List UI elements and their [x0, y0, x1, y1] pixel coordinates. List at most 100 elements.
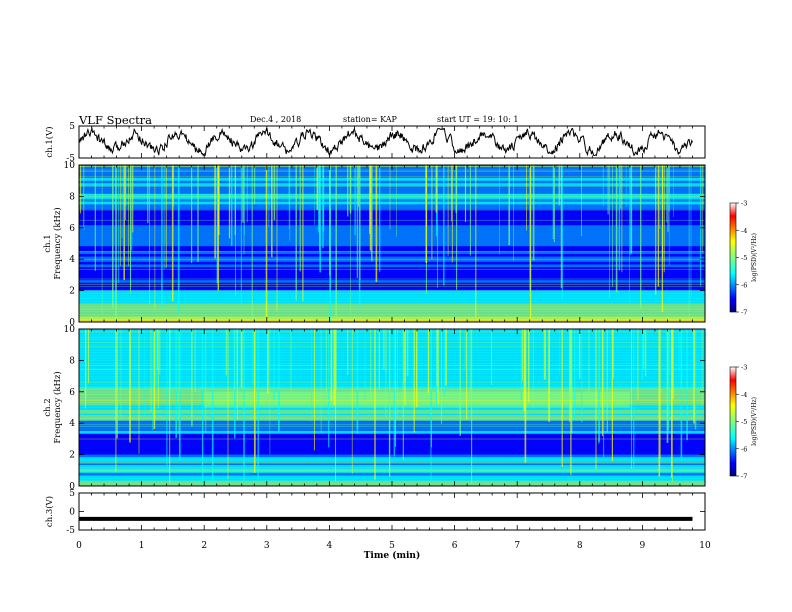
frequency-band [79, 378, 705, 382]
frequency-band [79, 204, 705, 208]
ch2-spec-tick-label: 6 [69, 388, 75, 398]
frequency-band [79, 431, 705, 435]
frequency-band [79, 339, 705, 343]
frequency-band [79, 420, 705, 424]
frequency-band [79, 472, 705, 476]
ch2-spec-tick-label: 2 [69, 451, 75, 461]
frequency-band [79, 441, 705, 445]
frequency-band [79, 436, 705, 440]
frequency-band [79, 410, 705, 414]
frequency-band [79, 238, 705, 242]
frequency-band [79, 267, 705, 271]
x-tick-label: 10 [699, 541, 711, 551]
spectrogram-ch2 [79, 329, 705, 487]
frequency-band [79, 222, 705, 226]
ch1-colorbar-tick-label: -5 [741, 254, 747, 262]
frequency-band [79, 425, 705, 429]
frequency-band [79, 459, 705, 463]
frequency-band [79, 389, 705, 393]
ch2-colorbar-tick-label: -7 [741, 473, 747, 481]
frequency-band [79, 248, 705, 252]
frequency-band [79, 301, 705, 305]
ch1-colorbar-tick-label: -4 [741, 227, 747, 235]
frequency-band [79, 308, 705, 312]
frequency-band [79, 428, 705, 432]
frequency-band [79, 451, 705, 455]
frequency-band [79, 352, 705, 356]
x-tick-label: 5 [389, 541, 395, 551]
frequency-band [79, 251, 705, 255]
ch1-spec-tick-label: 6 [69, 224, 75, 234]
frequency-band [79, 407, 705, 411]
frequency-band [79, 368, 705, 372]
ch1-colorbar-tick-label: -7 [741, 309, 747, 317]
ch1-wave-tick-label: -5 [66, 154, 75, 164]
ch1-colorbar-tick-label: -6 [741, 281, 747, 289]
ch1-spec-ylabel: Frequency (kHz) [52, 207, 63, 279]
frequency-band [79, 478, 705, 482]
ch1-spec-tick-label: 10 [64, 161, 76, 171]
frequency-band [79, 373, 705, 377]
ch2-spec-tick-label: 10 [64, 325, 76, 335]
frequency-band [79, 334, 705, 338]
x-tick-label: 7 [514, 541, 520, 551]
start-time-label: start UT = 19: 10: 1 [437, 115, 519, 124]
date-label: Dec.4 , 2018 [250, 115, 302, 124]
ch2-colorbar-tick-label: -5 [741, 418, 747, 426]
frequency-band [79, 355, 705, 359]
frequency-band [79, 240, 705, 244]
frequency-band [79, 256, 705, 260]
frequency-band [79, 285, 705, 289]
frequency-band [79, 290, 705, 294]
ch3-wave-tick-label: -5 [66, 526, 75, 536]
ch1-spec-channel-label: ch.1 [43, 234, 53, 252]
frequency-band [79, 457, 705, 461]
frequency-band [79, 214, 705, 218]
frequency-band [79, 376, 705, 380]
frequency-band [79, 446, 705, 450]
frequency-band [79, 298, 705, 302]
frequency-band [79, 415, 705, 419]
frequency-band [79, 363, 705, 367]
frequency-band [79, 360, 705, 364]
frequency-band [79, 180, 705, 184]
ch1-spec-tick-label: 0 [69, 318, 75, 328]
ch1-spec-tick-label: 4 [69, 255, 75, 265]
frequency-band [79, 201, 705, 205]
frequency-band [79, 449, 705, 453]
ch2-spec-channel-label: ch.2 [43, 398, 53, 416]
frequency-band [79, 303, 705, 307]
frequency-band [79, 357, 705, 361]
frequency-band [79, 269, 705, 273]
panel-frame-ch3w [78, 492, 706, 531]
frequency-band [79, 349, 705, 353]
frequency-band [79, 383, 705, 387]
frequency-band [79, 287, 705, 291]
frequency-band [79, 172, 705, 176]
frequency-band [79, 342, 705, 346]
x-tick-label: 9 [640, 541, 646, 551]
frequency-band [79, 225, 705, 229]
ch2-colorbar-tick-label: -4 [741, 391, 747, 399]
ch2-colorbar-tick-label: -6 [741, 445, 747, 453]
frequency-band [79, 227, 705, 231]
spectrogram-ch1 [79, 165, 705, 323]
frequency-band [79, 370, 705, 374]
frequency-band [79, 311, 705, 315]
x-tick-label: 6 [452, 541, 458, 551]
frequency-band [79, 264, 705, 268]
frequency-band [79, 246, 705, 250]
ch3-wave-ylabel: ch.3(V) [44, 496, 55, 527]
frequency-band [79, 217, 705, 221]
ch2-spec-tick-label: 4 [69, 419, 75, 429]
frequency-band [79, 274, 705, 278]
frequency-band [79, 261, 705, 265]
frequency-band [79, 206, 705, 210]
ch2-colorbar-tick-label: -3 [741, 364, 747, 372]
ch1-spec-tick-label: 8 [69, 192, 75, 202]
frequency-band [79, 191, 705, 195]
frequency-band [79, 243, 705, 247]
frequency-band [79, 412, 705, 416]
frequency-band [79, 475, 705, 479]
